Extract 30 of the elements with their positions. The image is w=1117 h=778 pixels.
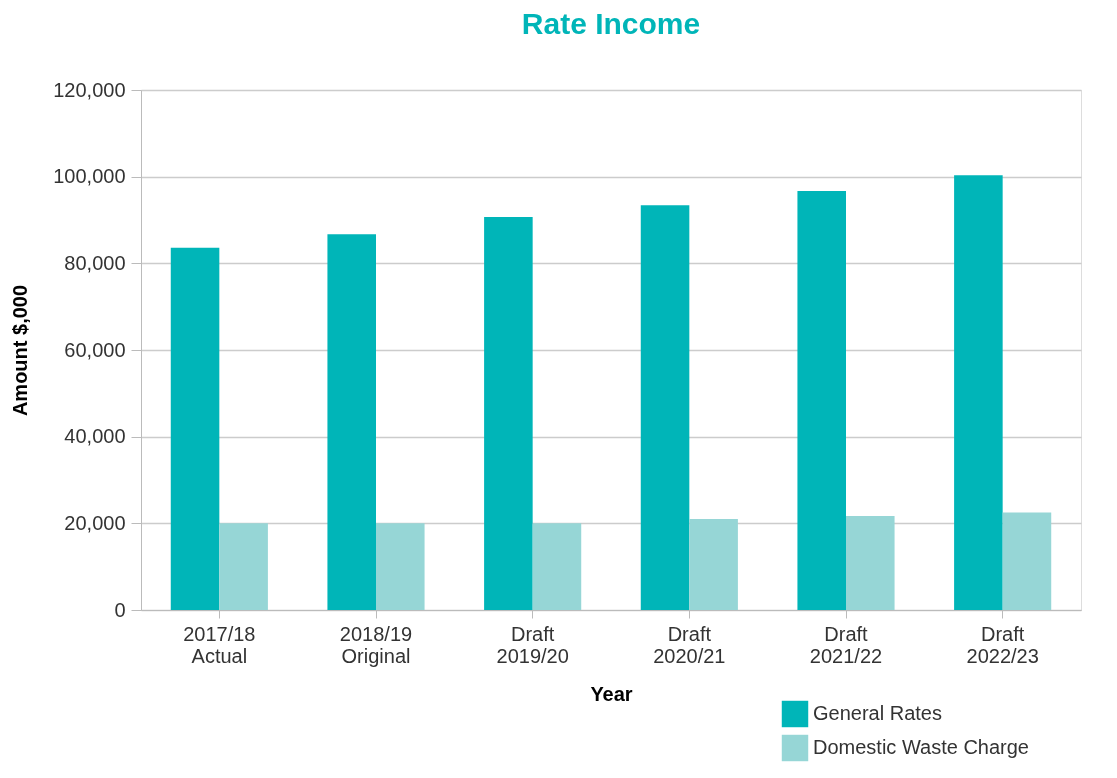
y-tick-label: 120,000 bbox=[53, 78, 126, 101]
bar bbox=[376, 523, 425, 610]
x-axis-title: Year bbox=[590, 682, 633, 705]
bar bbox=[640, 205, 690, 610]
y-tick-label: 40,000 bbox=[64, 425, 126, 448]
bar bbox=[1002, 512, 1052, 610]
y-tick-label: 0 bbox=[114, 598, 126, 621]
x-tick-label: Draft 2022/23 bbox=[966, 622, 1039, 667]
bar bbox=[484, 216, 533, 610]
y-tick-label: 80,000 bbox=[64, 251, 126, 274]
bar bbox=[954, 175, 1003, 610]
bar bbox=[846, 515, 895, 610]
bar bbox=[689, 519, 738, 610]
x-tick-label: 2018/19 Original bbox=[339, 622, 413, 667]
y-tick-label: 100,000 bbox=[53, 165, 126, 188]
y-tick-label: 20,000 bbox=[64, 511, 126, 534]
x-tick-label: Draft 2021/22 bbox=[809, 622, 883, 667]
bar bbox=[532, 523, 582, 610]
bar bbox=[170, 247, 220, 610]
y-tick-label: 60,000 bbox=[64, 338, 126, 361]
legend-label: Domestic Waste Charge bbox=[813, 736, 1029, 758]
bar bbox=[219, 523, 268, 610]
legend-label: General Rates bbox=[813, 702, 942, 724]
y-axis-title: Amount $,000 bbox=[9, 284, 32, 417]
x-tick-label: Draft 2020/21 bbox=[653, 622, 726, 667]
chart-title: Rate Income bbox=[521, 7, 701, 40]
x-tick-label: 2017/18 Actual bbox=[183, 622, 256, 667]
x-tick-label: Draft 2019/20 bbox=[496, 622, 569, 667]
bar bbox=[327, 234, 376, 610]
bar bbox=[797, 190, 846, 610]
